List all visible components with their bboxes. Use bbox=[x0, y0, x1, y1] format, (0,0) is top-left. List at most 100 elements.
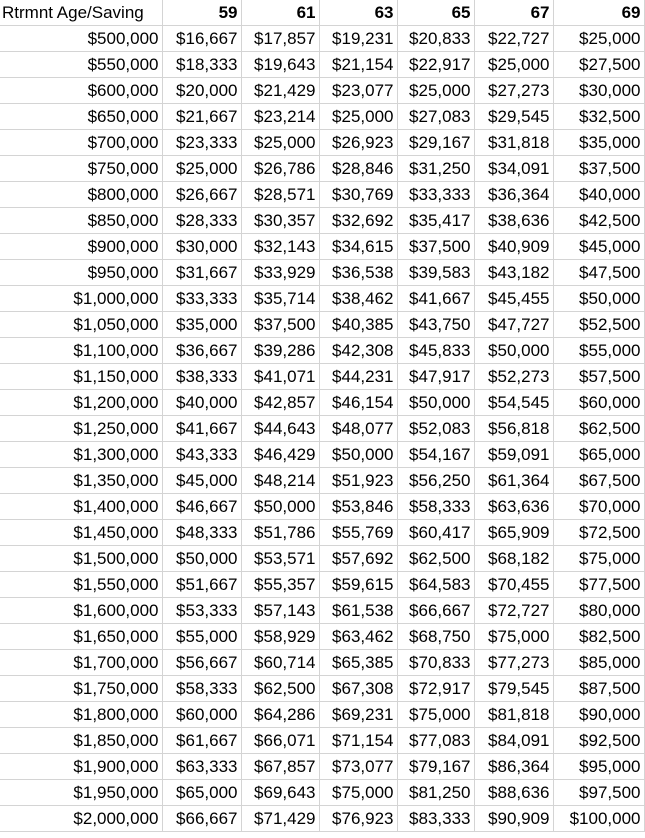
income-cell[interactable]: $53,333 bbox=[162, 597, 242, 624]
income-cell[interactable]: $30,357 bbox=[241, 207, 320, 234]
income-cell[interactable]: $47,500 bbox=[553, 259, 645, 286]
savings-cell[interactable]: $1,700,000 bbox=[0, 649, 163, 676]
income-cell[interactable]: $22,917 bbox=[397, 51, 475, 78]
savings-cell[interactable]: $1,750,000 bbox=[0, 675, 163, 702]
income-cell[interactable]: $64,286 bbox=[241, 701, 320, 728]
income-cell[interactable]: $18,333 bbox=[162, 51, 242, 78]
income-cell[interactable]: $77,083 bbox=[397, 727, 475, 754]
income-cell[interactable]: $23,077 bbox=[319, 77, 398, 104]
income-cell[interactable]: $26,923 bbox=[319, 129, 398, 156]
income-cell[interactable]: $54,167 bbox=[397, 441, 475, 468]
savings-cell[interactable]: $850,000 bbox=[0, 207, 163, 234]
income-cell[interactable]: $35,000 bbox=[162, 311, 242, 338]
income-cell[interactable]: $55,000 bbox=[553, 337, 645, 364]
income-cell[interactable]: $61,538 bbox=[319, 597, 398, 624]
income-cell[interactable]: $42,308 bbox=[319, 337, 398, 364]
income-cell[interactable]: $33,929 bbox=[241, 259, 320, 286]
income-cell[interactable]: $43,333 bbox=[162, 441, 242, 468]
income-cell[interactable]: $67,857 bbox=[241, 753, 320, 780]
income-cell[interactable]: $71,429 bbox=[241, 805, 320, 832]
income-cell[interactable]: $21,154 bbox=[319, 51, 398, 78]
income-cell[interactable]: $72,500 bbox=[553, 519, 645, 546]
income-cell[interactable]: $56,818 bbox=[474, 415, 554, 442]
savings-cell[interactable]: $1,100,000 bbox=[0, 337, 163, 364]
income-cell[interactable]: $77,273 bbox=[474, 649, 554, 676]
income-cell[interactable]: $48,077 bbox=[319, 415, 398, 442]
income-cell[interactable]: $97,500 bbox=[553, 779, 645, 806]
income-cell[interactable]: $38,462 bbox=[319, 285, 398, 312]
income-cell[interactable]: $63,333 bbox=[162, 753, 242, 780]
income-cell[interactable]: $65,000 bbox=[162, 779, 242, 806]
income-cell[interactable]: $45,455 bbox=[474, 285, 554, 312]
income-cell[interactable]: $42,500 bbox=[553, 207, 645, 234]
savings-cell[interactable]: $1,050,000 bbox=[0, 311, 163, 338]
income-cell[interactable]: $95,000 bbox=[553, 753, 645, 780]
income-cell[interactable]: $59,091 bbox=[474, 441, 554, 468]
income-cell[interactable]: $79,545 bbox=[474, 675, 554, 702]
income-cell[interactable]: $39,286 bbox=[241, 337, 320, 364]
savings-cell[interactable]: $1,900,000 bbox=[0, 753, 163, 780]
savings-cell[interactable]: $1,800,000 bbox=[0, 701, 163, 728]
savings-cell[interactable]: $1,300,000 bbox=[0, 441, 163, 468]
corner-cell[interactable]: Rtrmnt Age/Saving bbox=[0, 0, 163, 26]
income-cell[interactable]: $26,667 bbox=[162, 181, 242, 208]
income-cell[interactable]: $20,833 bbox=[397, 25, 475, 52]
income-cell[interactable]: $57,143 bbox=[241, 597, 320, 624]
income-cell[interactable]: $41,667 bbox=[162, 415, 242, 442]
savings-cell[interactable]: $1,950,000 bbox=[0, 779, 163, 806]
income-cell[interactable]: $66,667 bbox=[397, 597, 475, 624]
income-cell[interactable]: $66,071 bbox=[241, 727, 320, 754]
income-cell[interactable]: $32,692 bbox=[319, 207, 398, 234]
income-cell[interactable]: $20,000 bbox=[162, 77, 242, 104]
income-cell[interactable]: $47,917 bbox=[397, 363, 475, 390]
savings-cell[interactable]: $650,000 bbox=[0, 103, 163, 130]
income-cell[interactable]: $37,500 bbox=[241, 311, 320, 338]
savings-cell[interactable]: $1,200,000 bbox=[0, 389, 163, 416]
income-cell[interactable]: $31,250 bbox=[397, 155, 475, 182]
income-cell[interactable]: $85,000 bbox=[553, 649, 645, 676]
income-cell[interactable]: $52,273 bbox=[474, 363, 554, 390]
income-cell[interactable]: $57,692 bbox=[319, 545, 398, 572]
income-cell[interactable]: $67,308 bbox=[319, 675, 398, 702]
income-cell[interactable]: $68,182 bbox=[474, 545, 554, 572]
income-cell[interactable]: $36,667 bbox=[162, 337, 242, 364]
income-cell[interactable]: $70,455 bbox=[474, 571, 554, 598]
income-cell[interactable]: $35,000 bbox=[553, 129, 645, 156]
income-cell[interactable]: $28,333 bbox=[162, 207, 242, 234]
income-cell[interactable]: $51,667 bbox=[162, 571, 242, 598]
income-cell[interactable]: $44,643 bbox=[241, 415, 320, 442]
income-cell[interactable]: $86,364 bbox=[474, 753, 554, 780]
income-cell[interactable]: $60,714 bbox=[241, 649, 320, 676]
income-cell[interactable]: $52,500 bbox=[553, 311, 645, 338]
income-cell[interactable]: $25,000 bbox=[319, 103, 398, 130]
income-cell[interactable]: $43,182 bbox=[474, 259, 554, 286]
income-cell[interactable]: $29,545 bbox=[474, 103, 554, 130]
savings-cell[interactable]: $1,400,000 bbox=[0, 493, 163, 520]
savings-cell[interactable]: $1,550,000 bbox=[0, 571, 163, 598]
income-cell[interactable]: $61,364 bbox=[474, 467, 554, 494]
income-cell[interactable]: $44,231 bbox=[319, 363, 398, 390]
income-cell[interactable]: $21,667 bbox=[162, 103, 242, 130]
income-cell[interactable]: $53,846 bbox=[319, 493, 398, 520]
income-cell[interactable]: $23,214 bbox=[241, 103, 320, 130]
savings-cell[interactable]: $1,450,000 bbox=[0, 519, 163, 546]
income-cell[interactable]: $30,769 bbox=[319, 181, 398, 208]
income-cell[interactable]: $40,000 bbox=[553, 181, 645, 208]
savings-cell[interactable]: $1,600,000 bbox=[0, 597, 163, 624]
income-cell[interactable]: $70,833 bbox=[397, 649, 475, 676]
income-cell[interactable]: $25,000 bbox=[553, 25, 645, 52]
income-cell[interactable]: $61,667 bbox=[162, 727, 242, 754]
income-cell[interactable]: $25,000 bbox=[162, 155, 242, 182]
income-cell[interactable]: $35,417 bbox=[397, 207, 475, 234]
income-cell[interactable]: $25,000 bbox=[474, 51, 554, 78]
income-cell[interactable]: $45,833 bbox=[397, 337, 475, 364]
age-header-cell[interactable]: 63 bbox=[319, 0, 398, 26]
savings-cell[interactable]: $1,850,000 bbox=[0, 727, 163, 754]
income-cell[interactable]: $75,000 bbox=[397, 701, 475, 728]
income-cell[interactable]: $60,000 bbox=[162, 701, 242, 728]
income-cell[interactable]: $37,500 bbox=[397, 233, 475, 260]
income-cell[interactable]: $34,615 bbox=[319, 233, 398, 260]
income-cell[interactable]: $79,167 bbox=[397, 753, 475, 780]
income-cell[interactable]: $16,667 bbox=[162, 25, 242, 52]
income-cell[interactable]: $30,000 bbox=[553, 77, 645, 104]
